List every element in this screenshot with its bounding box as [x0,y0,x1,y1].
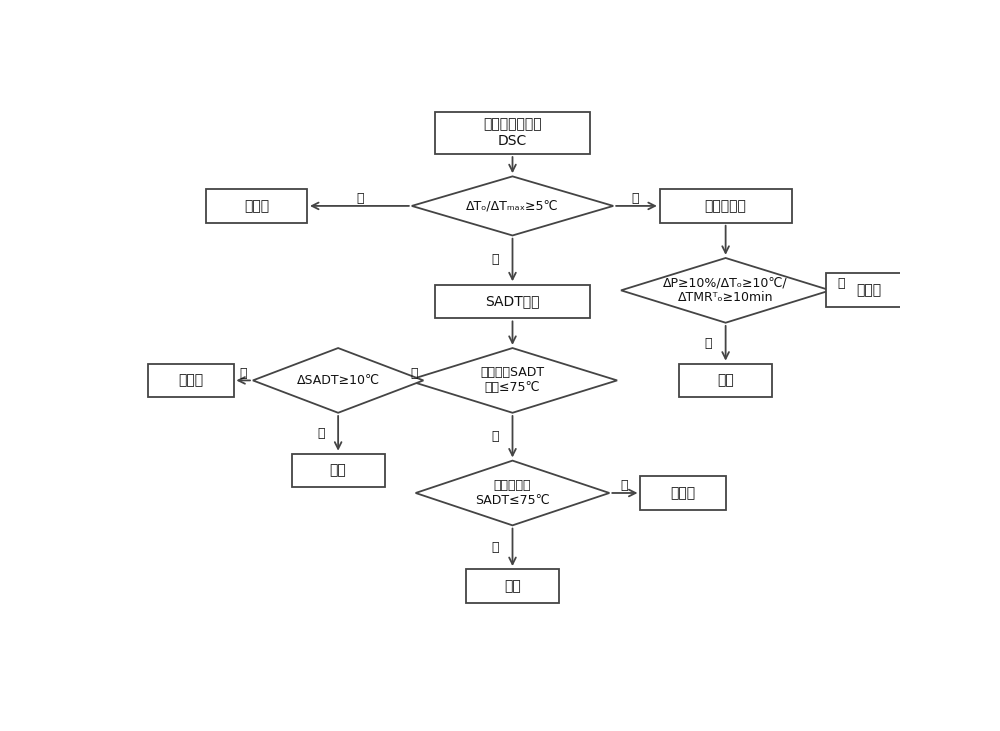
Text: 相容: 相容 [504,579,521,593]
Text: 是: 是 [410,366,418,379]
Bar [466,569,559,603]
Text: 否: 否 [317,427,325,440]
Polygon shape [412,176,613,235]
Text: 否: 否 [492,431,499,443]
Text: 差示扫描量热法
DSC: 差示扫描量热法 DSC [483,118,542,148]
Text: 不相容: 不相容 [856,284,882,298]
Text: 是: 是 [356,192,364,205]
Text: ΔTₒ/ΔTₘₐₓ≥5℃: ΔTₒ/ΔTₘₐₓ≥5℃ [466,200,559,213]
Text: 维热量热法: 维热量热法 [705,199,747,213]
Bar [826,273,912,307]
Text: 混合物试样
SADT≤75℃: 混合物试样 SADT≤75℃ [475,479,550,507]
Bar [435,112,590,154]
Polygon shape [621,258,830,322]
Text: 被测试样SADT
是否≤75℃: 被测试样SADT 是否≤75℃ [480,366,545,395]
Bar [640,476,726,510]
Polygon shape [408,348,617,413]
Text: 相容: 相容 [330,463,347,477]
Text: 不相容: 不相容 [244,199,269,213]
Text: 是: 是 [837,277,845,290]
Text: ΔP≥10%/ΔTₒ≥10℃/
ΔTMRᵀₒ≥10min: ΔP≥10%/ΔTₒ≥10℃/ ΔTMRᵀₒ≥10min [663,276,788,304]
Bar [660,189,792,223]
Text: 否: 否 [705,337,712,349]
Text: 相容: 相容 [717,374,734,387]
Polygon shape [416,461,609,526]
Text: ΔSADT≥10℃: ΔSADT≥10℃ [297,374,380,387]
Bar [292,453,385,488]
Bar [148,363,234,398]
Polygon shape [253,348,423,413]
Text: 不相容: 不相容 [178,374,203,387]
Text: 是: 是 [620,479,628,492]
Text: 否: 否 [631,192,639,205]
Text: 否: 否 [492,541,499,554]
Text: 否: 否 [492,253,499,266]
Text: 是: 是 [239,366,247,379]
Bar [206,189,307,223]
Text: SADT测试: SADT测试 [485,295,540,308]
Bar [435,285,590,319]
Bar [679,363,772,398]
Text: 不相容: 不相容 [670,486,696,500]
